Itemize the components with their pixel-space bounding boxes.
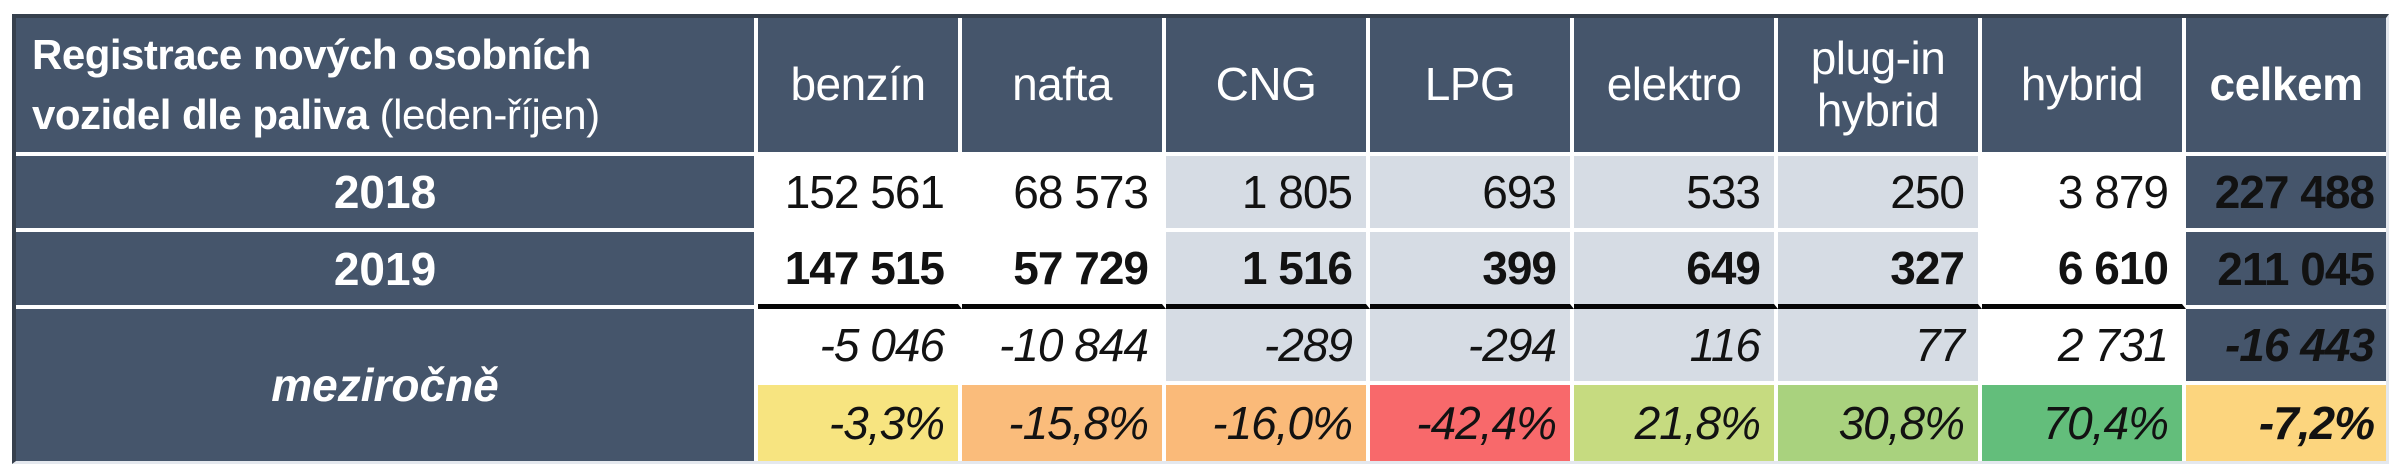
registrations-table: Registrace nových osobních vozidel dle p… <box>12 14 2389 464</box>
data-cell: 116 <box>1574 309 1778 385</box>
pct-cell: 70,4% <box>1982 385 2186 461</box>
total-yoy-diff: -16 443 <box>2186 309 2386 385</box>
data-cell: 6 610 <box>1982 232 2186 309</box>
row-label-2018: 2018 <box>16 156 758 232</box>
pct-cell: -15,8% <box>962 385 1166 461</box>
col-header-elektro: elektro <box>1574 18 1778 156</box>
table-row-yoy-diff: meziročně -5 046 -10 844 -289 -294 116 7… <box>16 309 2386 461</box>
data-cell: -5 046 <box>758 309 962 385</box>
col-header-celkem: celkem <box>2186 18 2386 156</box>
col-header-hybrid: hybrid <box>1982 18 2186 156</box>
total-2019: 211 045 <box>2186 232 2386 309</box>
data-cell: 399 <box>1370 232 1574 309</box>
pct-cell: -3,3% <box>758 385 962 461</box>
col-header-nafta: nafta <box>962 18 1166 156</box>
row-label-yoy: meziročně <box>16 309 758 461</box>
pct-cell: -42,4% <box>1370 385 1574 461</box>
pct-cell: 21,8% <box>1574 385 1778 461</box>
data-cell: 693 <box>1370 156 1574 232</box>
table-title: Registrace nových osobních vozidel dle p… <box>16 18 758 156</box>
total-yoy-pct: -7,2% <box>2186 385 2386 461</box>
pct-cell: -16,0% <box>1166 385 1370 461</box>
table-row-yoy-pct: -3,3% -15,8% -16,0% -42,4% 21,8% 30,8% 7… <box>16 385 2386 461</box>
data-cell: 327 <box>1778 232 1982 309</box>
data-cell: 77 <box>1778 309 1982 385</box>
col-header-lpg: LPG <box>1370 18 1574 156</box>
table-row-2018: 2018 152 561 68 573 1 805 693 533 250 3 … <box>16 156 2386 232</box>
data-cell: 250 <box>1778 156 1982 232</box>
data-cell: -294 <box>1370 309 1574 385</box>
table-title-line2: vozidel dle paliva (leden-říjen) <box>32 91 600 138</box>
data-cell: 1 516 <box>1166 232 1370 309</box>
data-cell: 147 515 <box>758 232 962 309</box>
pct-cell: 30,8% <box>1778 385 1982 461</box>
total-2018: 227 488 <box>2186 156 2386 232</box>
col-header-benzin: benzín <box>758 18 962 156</box>
data-cell: -289 <box>1166 309 1370 385</box>
data-cell: 3 879 <box>1982 156 2186 232</box>
col-header-cng: CNG <box>1166 18 1370 156</box>
data-cell: 68 573 <box>962 156 1166 232</box>
data-cell: 533 <box>1574 156 1778 232</box>
data-cell: 152 561 <box>758 156 962 232</box>
row-label-2019: 2019 <box>16 232 758 309</box>
data-cell: 1 805 <box>1166 156 1370 232</box>
data-cell: 649 <box>1574 232 1778 309</box>
col-header-plugin-hybrid: plug-in hybrid <box>1778 18 1982 156</box>
data-cell: 57 729 <box>962 232 1166 309</box>
data-cell: -10 844 <box>962 309 1166 385</box>
table-row-2019: 2019 147 515 57 729 1 516 399 649 327 6 … <box>16 232 2386 309</box>
data-cell: 2 731 <box>1982 309 2186 385</box>
table-title-line1: Registrace nových osobních <box>32 31 591 79</box>
header-row: Registrace nových osobních vozidel dle p… <box>16 18 2386 156</box>
